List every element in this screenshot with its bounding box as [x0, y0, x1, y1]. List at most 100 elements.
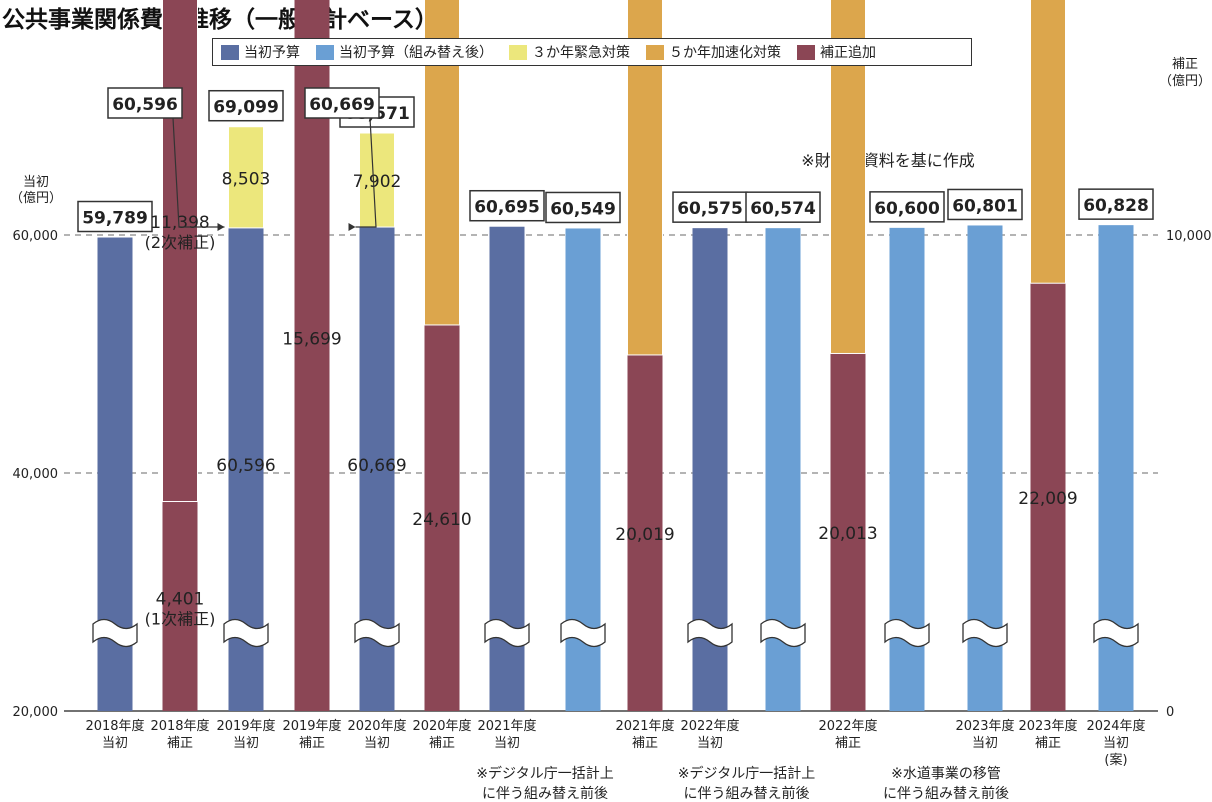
axis-break-marker [884, 618, 930, 648]
category-label: 当初 [494, 736, 520, 751]
legend-swatch [316, 44, 334, 60]
bar-total-label-box [869, 191, 945, 223]
pre-value-label: 60,596 [112, 95, 178, 115]
bar-total-label: 69,099 [213, 98, 279, 118]
category-label: 当初 [697, 736, 723, 751]
legend-swatch [221, 44, 239, 60]
right-axis-title: （億円） [1159, 73, 1211, 89]
pre-value-label: 60,669 [309, 95, 375, 115]
category-label: (案) [1104, 753, 1127, 768]
footnote: に伴う組み替え前後 [482, 785, 608, 802]
footnote: ※デジタル庁一括計上 [678, 765, 815, 782]
legend-label: 当初予算 [244, 45, 300, 61]
category-label: 2018年度 [85, 718, 144, 734]
category-label: 2021年度 [615, 718, 674, 734]
bar-segment-three_year [228, 126, 264, 229]
footnote: に伴う組み替え前後 [883, 785, 1009, 802]
legend-swatch [646, 44, 664, 60]
bar-total-label: 60,549 [550, 199, 616, 219]
category-label: 2021年度 [477, 718, 536, 734]
bar-total-label: 59,789 [82, 209, 148, 229]
bar-total-label: 60,695 [474, 198, 540, 218]
axis-break-marker [354, 618, 400, 648]
bar-segment-five_year [1030, 0, 1066, 284]
segment-sublabel: (2次補正) [145, 233, 216, 252]
category-label: 2018年度 [150, 718, 209, 734]
segment-label: 4,401 [156, 589, 205, 609]
axis-break-marker [687, 618, 733, 648]
category-label: 2022年度 [818, 718, 877, 734]
category-label: 2023年度 [1018, 718, 1077, 734]
category-label: 当初 [972, 736, 998, 751]
bar-total-label-box [545, 191, 621, 224]
category-label: 当初 [364, 736, 390, 751]
left-tick-label: 60,000 [13, 229, 59, 244]
chart-title: 公共事業関係費の推移（一般会計ベース） [2, 7, 438, 33]
category-label: 当初 [102, 736, 128, 751]
bar-total-label-box [745, 191, 821, 223]
segment-label: 60,596 [216, 456, 275, 476]
category-label: 補正 [835, 736, 861, 751]
axis-break-marker [223, 618, 269, 648]
bar-segment-supplement [830, 353, 866, 711]
bar-total-label-box [208, 89, 284, 122]
legend-item-regrouped: 当初予算（組み替え後） [316, 42, 493, 62]
category-label: 補正 [299, 736, 325, 751]
axis-break-marker [560, 618, 606, 648]
pre-value-label-box [107, 87, 183, 119]
source-note: ※財務省資料を基に作成 [801, 151, 974, 170]
category-label: 補正 [632, 736, 658, 751]
pre-value-label-box [304, 87, 380, 119]
bar-total-label: 60,828 [1083, 196, 1149, 216]
category-label: 補正 [167, 736, 193, 751]
right-tick-label: 0 [1166, 705, 1174, 720]
arrow-head [217, 223, 225, 231]
arrow-head [348, 223, 356, 231]
right-axis-title: 補正 [1172, 57, 1198, 72]
category-label: 補正 [1035, 736, 1061, 751]
legend-item-supplement: 補正追加 [797, 42, 876, 62]
segment-label: 20,019 [615, 525, 674, 545]
bar-total-label: 60,574 [750, 199, 816, 219]
legend-item-three_year: ３か年緊急対策 [509, 42, 630, 62]
bar-segment-supplement [424, 324, 460, 711]
category-label: 2020年度 [412, 718, 471, 734]
bar-segment-supplement [627, 354, 663, 711]
bar-total-label: 60,600 [874, 199, 940, 219]
category-label: 2020年度 [347, 718, 406, 734]
segment-label: 20,013 [818, 524, 877, 544]
pre-value-arrow [355, 117, 377, 228]
category-label: 補正 [429, 736, 455, 751]
bar-segment-three_year [359, 132, 395, 228]
axis-break-marker [760, 618, 806, 648]
bar-total-label: 60,575 [677, 199, 743, 219]
bar-total-label-box [1078, 188, 1154, 220]
legend-label: ３か年緊急対策 [532, 45, 630, 61]
segment-label: 60,669 [347, 456, 406, 476]
legend-label: ５か年加速化対策 [669, 45, 781, 61]
left-axis-title: 当初 [23, 175, 49, 190]
axis-break-marker [484, 618, 530, 648]
category-label: 2023年度 [955, 718, 1014, 734]
legend-swatch [797, 44, 815, 60]
category-label: 当初 [233, 736, 259, 751]
footnote: ※水道事業の移管 [891, 766, 1001, 782]
pre-value-arrow [172, 117, 225, 228]
category-label: 当初 [1103, 736, 1129, 751]
segment-label: 15,699 [282, 329, 341, 349]
segment-sublabel: (1次補正) [145, 609, 216, 628]
axis-break-marker [962, 618, 1008, 648]
segment-label: 7,902 [353, 172, 402, 192]
left-tick-label: 40,000 [13, 467, 59, 482]
right-tick-label: 10,000 [1166, 229, 1212, 244]
category-label: 2022年度 [680, 718, 739, 734]
legend-label: 補正追加 [820, 45, 876, 61]
bar-segment-supplement [1030, 283, 1066, 711]
legend: 当初予算 当初予算（組み替え後） ３か年緊急対策 ５か年加速化対策 補正追加 [212, 38, 972, 66]
bar-total-label-box [947, 188, 1023, 221]
segment-label: 22,009 [1018, 489, 1077, 509]
segment-label: 11,398 [150, 213, 209, 233]
bar-total-label-box [469, 189, 545, 222]
segment-label: 8,503 [222, 169, 271, 189]
